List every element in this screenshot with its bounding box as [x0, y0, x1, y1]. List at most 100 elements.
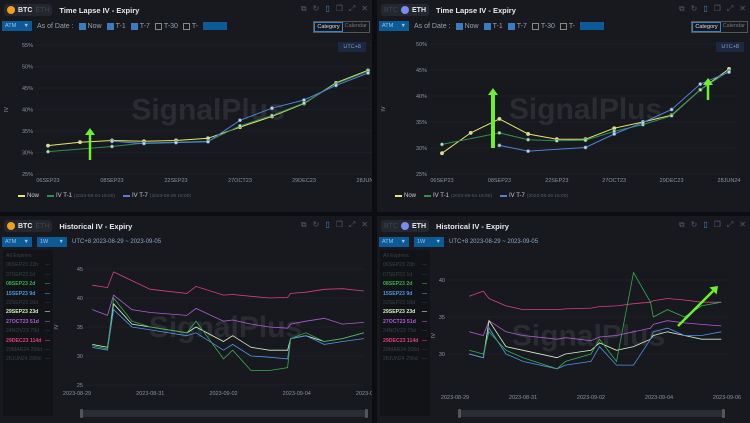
period-select[interactable]: 1W ▼: [414, 237, 444, 247]
expiry-item[interactable]: 06SEP23 23h —: [6, 262, 50, 271]
expiry-item[interactable]: 28JUN24 296d —: [383, 356, 427, 365]
expiry-item[interactable]: 07SEP23 1d —: [383, 272, 427, 281]
expiry-item[interactable]: 29MAR24 206d —: [6, 347, 50, 356]
atm-select[interactable]: ATM ▼: [2, 237, 32, 247]
btc-option[interactable]: BTC: [18, 6, 33, 14]
btc-option[interactable]: BTC: [384, 222, 398, 230]
expand-icon[interactable]: ⤢: [348, 220, 356, 229]
btc-option[interactable]: BTC: [384, 6, 398, 14]
checkbox-t-[interactable]: T-: [559, 22, 575, 30]
refresh-icon[interactable]: ↻: [690, 220, 698, 229]
toggle-calendar[interactable]: Calendar: [722, 23, 745, 29]
time-range-slider[interactable]: [80, 409, 368, 418]
close-icon[interactable]: ✕: [361, 4, 368, 13]
share-icon[interactable]: ⧉: [678, 4, 685, 13]
toggle-category[interactable]: Category: [692, 22, 721, 32]
data-point[interactable]: [497, 116, 502, 121]
expiry-item[interactable]: All Expiries: [383, 253, 427, 262]
expiry-item[interactable]: 22SEP23 16d —: [383, 300, 427, 309]
data-point[interactable]: [612, 132, 617, 136]
checkbox-box[interactable]: [507, 22, 515, 30]
expiry-item[interactable]: 29MAR24 206d —: [383, 347, 427, 356]
toggle-category[interactable]: Category: [314, 22, 343, 32]
checkbox-box[interactable]: [531, 22, 539, 30]
legend-item-now[interactable]: Now: [395, 193, 416, 199]
expiry-item[interactable]: 07SEP23 1d —: [6, 272, 50, 281]
data-point[interactable]: [698, 87, 703, 92]
expiry-item[interactable]: 28JUN24 296d —: [6, 356, 50, 365]
copy-icon[interactable]: ❐: [713, 220, 721, 229]
checkbox-t-[interactable]: T-: [182, 22, 198, 30]
data-point[interactable]: [78, 140, 82, 145]
legend-item-t7[interactable]: IV T-7 (2023-08-29 16:00): [123, 193, 191, 199]
data-point[interactable]: [238, 118, 242, 123]
slider-handle-end[interactable]: [365, 409, 368, 418]
data-point[interactable]: [270, 113, 274, 118]
eth-option[interactable]: ETH: [412, 6, 426, 14]
coin-toggle[interactable]: BTC ETH: [381, 220, 429, 232]
refresh-icon[interactable]: ↻: [312, 4, 320, 13]
data-point[interactable]: [110, 144, 114, 149]
atm-select[interactable]: ATM ▼: [379, 21, 409, 31]
btc-option[interactable]: BTC: [18, 222, 33, 230]
share-icon[interactable]: ⧉: [300, 4, 307, 13]
eth-option[interactable]: ETH: [35, 6, 50, 14]
data-point[interactable]: [669, 113, 674, 118]
data-point[interactable]: [468, 131, 473, 135]
checkbox-box[interactable]: [182, 22, 190, 30]
expiry-item[interactable]: 15SEP23 9d —: [6, 291, 50, 300]
expand-icon[interactable]: ⤢: [726, 4, 734, 13]
data-point[interactable]: [497, 131, 502, 135]
data-point[interactable]: [46, 143, 50, 148]
checkbox-now[interactable]: Now: [455, 22, 479, 30]
custom-days-input[interactable]: [203, 22, 228, 30]
data-point[interactable]: [46, 149, 50, 154]
pin-icon[interactable]: ▯: [325, 220, 330, 229]
expiry-item[interactable]: 29DEC23 114d —: [6, 338, 50, 347]
expiry-item[interactable]: 22SEP23 16d —: [6, 300, 50, 309]
data-point[interactable]: [440, 151, 444, 156]
expiry-item[interactable]: 06SEP23 23h —: [383, 262, 427, 271]
period-select[interactable]: 1W ▼: [37, 237, 67, 247]
checkbox-now[interactable]: Now: [78, 22, 102, 30]
toggle-calendar[interactable]: Calendar: [344, 23, 367, 29]
data-point[interactable]: [238, 123, 242, 128]
expiry-item[interactable]: 27OCT23 51d —: [6, 319, 50, 328]
data-point[interactable]: [206, 139, 210, 144]
checkbox-t-1[interactable]: T-1: [106, 22, 126, 30]
expiry-item[interactable]: 29SEP23 23d —: [6, 309, 50, 318]
eth-option[interactable]: ETH: [412, 222, 426, 230]
checkbox-box[interactable]: [78, 22, 86, 30]
checkbox-box[interactable]: [130, 22, 138, 30]
copy-icon[interactable]: ❐: [335, 220, 343, 229]
slider-handle-start[interactable]: [458, 409, 461, 418]
data-point[interactable]: [583, 138, 588, 143]
data-point[interactable]: [583, 145, 588, 150]
checkbox-box[interactable]: [455, 22, 463, 30]
refresh-icon[interactable]: ↻: [690, 4, 698, 13]
checkbox-t-7[interactable]: T-7: [507, 22, 527, 30]
data-point[interactable]: [302, 98, 306, 102]
legend-item-t7[interactable]: IV T-7 (2023-08-29 16:00): [500, 193, 568, 199]
expiry-item[interactable]: 08SEP23 2d —: [6, 281, 50, 290]
expiry-item[interactable]: 29DEC23 114d —: [383, 338, 427, 347]
close-icon[interactable]: ✕: [739, 220, 746, 229]
data-point[interactable]: [270, 106, 274, 111]
time-range-slider[interactable]: [458, 409, 725, 418]
legend-item-t1[interactable]: IV T-1 (2023-09-04 16:00): [424, 193, 492, 199]
data-point[interactable]: [640, 120, 645, 125]
eth-option[interactable]: ETH: [35, 222, 50, 230]
data-point[interactable]: [554, 138, 559, 143]
refresh-icon[interactable]: ↻: [312, 220, 320, 229]
data-point[interactable]: [698, 82, 703, 86]
expand-icon[interactable]: ⤢: [348, 4, 356, 13]
checkbox-box[interactable]: [106, 22, 114, 30]
pin-icon[interactable]: ▯: [325, 4, 330, 13]
atm-select[interactable]: ATM ▼: [2, 21, 32, 31]
data-point[interactable]: [526, 149, 531, 154]
close-icon[interactable]: ✕: [361, 220, 368, 229]
data-point[interactable]: [366, 71, 370, 75]
checkbox-t-1[interactable]: T-1: [483, 22, 503, 30]
share-icon[interactable]: ⧉: [300, 220, 307, 229]
data-point[interactable]: [612, 126, 617, 131]
